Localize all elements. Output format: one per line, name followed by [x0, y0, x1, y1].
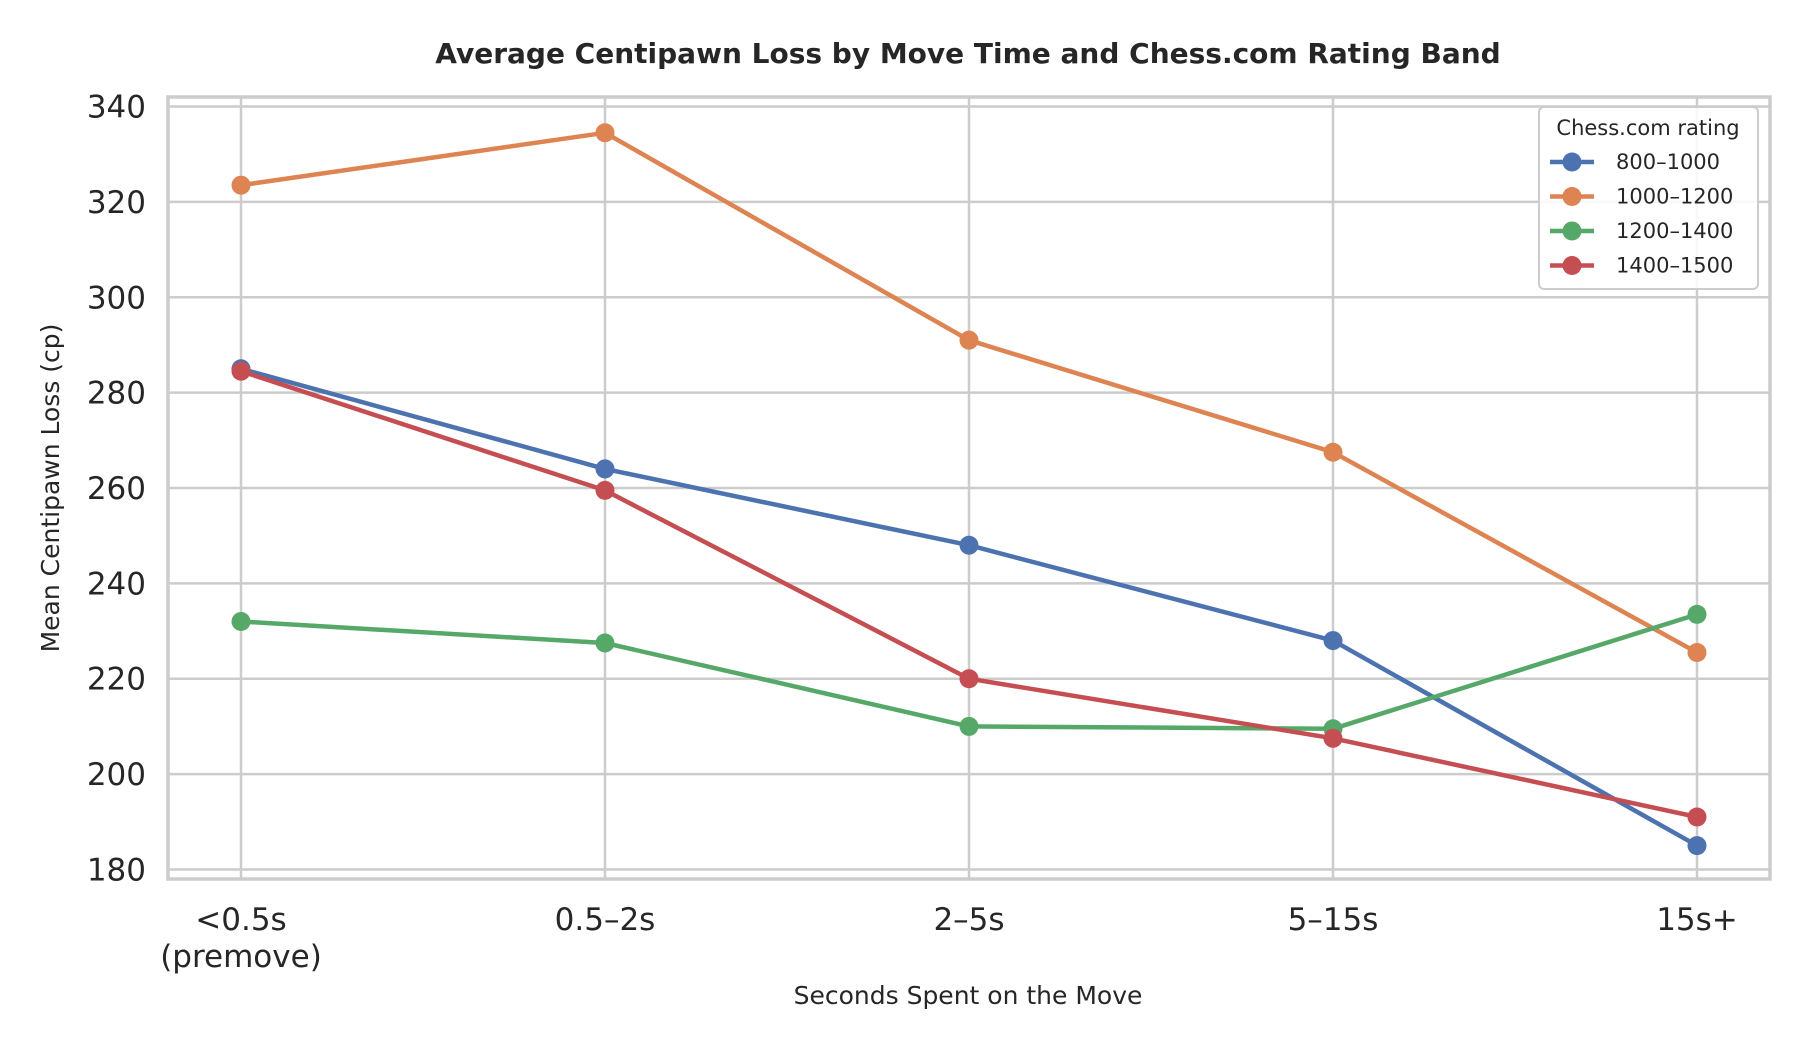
x-tick-label-line: 0.5–2s — [555, 902, 656, 938]
legend: Chess.com rating 800–1000 1000–1200 1200–1… — [1538, 106, 1759, 290]
y-tick-labels: 180 200 220 240 260 280 300 320 340 — [87, 90, 146, 889]
legend-label: 800–1000 — [1616, 150, 1720, 174]
legend-marker — [1562, 187, 1582, 206]
legend-label: 1200–1400 — [1616, 219, 1733, 243]
grid-layer — [168, 97, 1770, 879]
legend-marker — [1562, 256, 1582, 275]
series-4 — [231, 361, 1707, 827]
legend-marker — [1562, 152, 1582, 172]
x-tick-label: <0.5s (premove) — [160, 902, 322, 975]
y-tick-label: 180 — [87, 852, 146, 888]
x-tick-label-line: <0.5s — [195, 902, 286, 938]
y-tick-label: 280 — [87, 376, 146, 412]
series-layer — [231, 123, 1707, 856]
legend-label: 1000–1200 — [1616, 185, 1733, 209]
chart-title: Average Centipawn Loss by Move Time and … — [435, 37, 1500, 70]
x-axis-label: Seconds Spent on the Move — [794, 981, 1143, 1010]
x-tick-label-line: 2–5s — [933, 902, 1004, 938]
y-tick-label: 300 — [87, 280, 146, 316]
legend-marker — [1562, 221, 1582, 241]
y-tick-label: 240 — [87, 566, 146, 602]
y-tick-label: 220 — [87, 662, 146, 698]
y-tick-label: 260 — [87, 471, 146, 507]
x-tick-label: 0.5–2s — [555, 902, 656, 938]
data-point — [1687, 604, 1707, 624]
data-point — [595, 633, 615, 653]
data-point — [1323, 442, 1343, 462]
data-point — [1687, 807, 1707, 827]
data-point — [1687, 836, 1707, 856]
y-tick-label: 320 — [87, 185, 146, 221]
data-point — [231, 175, 251, 195]
data-point — [1323, 728, 1343, 748]
data-point — [1687, 643, 1707, 663]
x-tick-label-line: 15s+ — [1656, 902, 1738, 938]
legend-box — [1538, 106, 1759, 290]
legend-title: Chess.com rating — [1556, 116, 1739, 140]
x-tick-label: 2–5s — [933, 902, 1004, 938]
x-tick-label: 15s+ — [1656, 902, 1738, 938]
legend-item: 800–1000 — [1550, 150, 1720, 174]
legend-items: 800–1000 1000–1200 1200–1400 1400–1500 — [1550, 150, 1733, 278]
legend-label: 1400–1500 — [1616, 254, 1733, 278]
data-point — [595, 123, 615, 143]
y-tick-label: 340 — [87, 90, 146, 126]
legend-item: 1400–1500 — [1550, 254, 1733, 278]
data-point — [595, 459, 615, 479]
data-point — [959, 716, 979, 736]
series-2 — [231, 123, 1707, 663]
y-tick-label: 200 — [87, 757, 146, 793]
y-axis-label: Mean Centipawn Loss (cp) — [36, 324, 65, 653]
data-point — [959, 669, 979, 689]
data-point — [231, 361, 251, 381]
x-tick-label-line: 5–15s — [1288, 902, 1379, 938]
x-tick-label-line: (premove) — [160, 939, 322, 975]
data-point — [1323, 631, 1343, 651]
x-tick-labels: <0.5s (premove) 0.5–2s 2–5s 5–15s 15s+ — [160, 902, 1738, 975]
data-point — [231, 612, 251, 632]
legend-item: 1200–1400 — [1550, 219, 1733, 243]
data-point — [595, 480, 615, 500]
data-point — [959, 535, 979, 555]
plot-frame — [166, 95, 1772, 881]
x-tick-label: 5–15s — [1288, 902, 1379, 938]
legend-item: 1000–1200 — [1550, 185, 1733, 209]
data-point — [959, 330, 979, 350]
